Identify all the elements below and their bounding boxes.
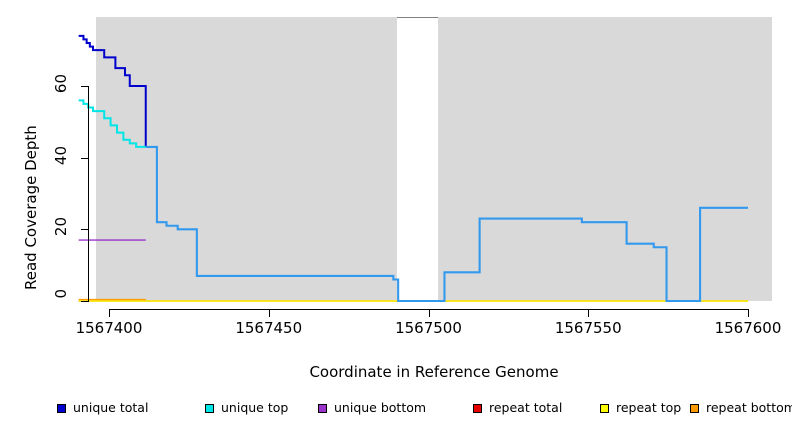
y-axis-title: Read Coverage Depth [22, 125, 40, 290]
coverage-plot-lines [78, 34, 748, 303]
y-tick-label: 20 [52, 217, 70, 237]
legend-item-unique-top[interactable]: unique top [205, 400, 288, 416]
x-tick-mark [268, 309, 270, 317]
legend-label: repeat top [616, 399, 682, 415]
y-tick-label: 40 [52, 145, 70, 165]
plot-panel [78, 17, 772, 303]
panel-top-border [396, 17, 439, 18]
legend-label: unique bottom [334, 399, 427, 415]
legend-item-unique-bottom[interactable]: unique bottom [318, 400, 426, 416]
legend-label: repeat bottom [706, 399, 792, 415]
legend-item-repeat-bottom[interactable]: repeat bottom [690, 400, 792, 416]
legend-swatch-icon [57, 403, 66, 413]
legend-label: unique total [73, 399, 149, 415]
x-axis-title: Coordinate in Reference Genome [309, 363, 559, 381]
y-tick-mark [81, 229, 89, 231]
x-tick-mark [428, 309, 430, 317]
y-tick-mark [81, 301, 89, 302]
x-tick-mark [588, 309, 590, 317]
legend-item-unique-total[interactable]: unique total [57, 400, 148, 416]
series-unique-total [78, 34, 147, 147]
series-coverage-profile [145, 145, 748, 303]
coverage-gap-region [396, 17, 439, 301]
x-tick-label: 1567500 [395, 319, 462, 337]
x-tick-label: 1567600 [714, 319, 782, 337]
legend-label: repeat total [489, 399, 563, 415]
x-tick-label: 1567450 [235, 319, 303, 337]
x-tick-label: 1567400 [75, 319, 143, 337]
y-tick-mark [81, 86, 89, 87]
legend-swatch-icon [690, 403, 699, 413]
legend-swatch-icon [318, 403, 327, 413]
legend-swatch-icon [473, 403, 482, 413]
legend-item-repeat-total[interactable]: repeat total [473, 400, 562, 416]
x-tick-mark [109, 309, 110, 317]
y-tick-mark [81, 157, 89, 159]
y-tick-label: 60 [52, 74, 70, 94]
legend-swatch-icon [600, 403, 609, 413]
legend-item-repeat-top[interactable]: repeat top [600, 400, 681, 416]
y-axis-line [88, 86, 89, 301]
chart-legend: unique total unique top unique bottom repea… [0, 400, 792, 420]
legend-label: unique top [221, 399, 289, 415]
x-tick-mark [748, 309, 749, 317]
x-tick-label: 1567550 [554, 319, 622, 337]
legend-swatch-icon [205, 403, 214, 413]
